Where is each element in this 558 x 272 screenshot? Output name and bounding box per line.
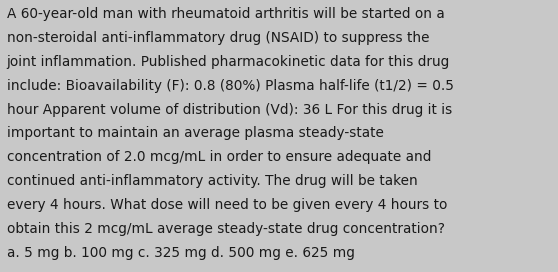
Text: A 60-year-old man with rheumatoid arthritis will be started on a: A 60-year-old man with rheumatoid arthri… <box>7 7 444 21</box>
Text: continued anti-inflammatory activity. The drug will be taken: continued anti-inflammatory activity. Th… <box>7 174 417 188</box>
Text: include: Bioavailability (F): 0.8 (80%) Plasma half-life (t1/2) = 0.5: include: Bioavailability (F): 0.8 (80%) … <box>7 79 454 92</box>
Text: a. 5 mg b. 100 mg c. 325 mg d. 500 mg e. 625 mg: a. 5 mg b. 100 mg c. 325 mg d. 500 mg e.… <box>7 246 354 260</box>
Text: hour Apparent volume of distribution (Vd): 36 L For this drug it is: hour Apparent volume of distribution (Vd… <box>7 103 452 116</box>
Text: important to maintain an average plasma steady-state: important to maintain an average plasma … <box>7 126 383 140</box>
Text: concentration of 2.0 mcg/mL in order to ensure adequate and: concentration of 2.0 mcg/mL in order to … <box>7 150 431 164</box>
Text: obtain this 2 mcg/mL average steady-state drug concentration?: obtain this 2 mcg/mL average steady-stat… <box>7 222 445 236</box>
Text: every 4 hours. What dose will need to be given every 4 hours to: every 4 hours. What dose will need to be… <box>7 198 447 212</box>
Text: non-steroidal anti-inflammatory drug (NSAID) to suppress the: non-steroidal anti-inflammatory drug (NS… <box>7 31 429 45</box>
Text: joint inflammation. Published pharmacokinetic data for this drug: joint inflammation. Published pharmacoki… <box>7 55 450 69</box>
